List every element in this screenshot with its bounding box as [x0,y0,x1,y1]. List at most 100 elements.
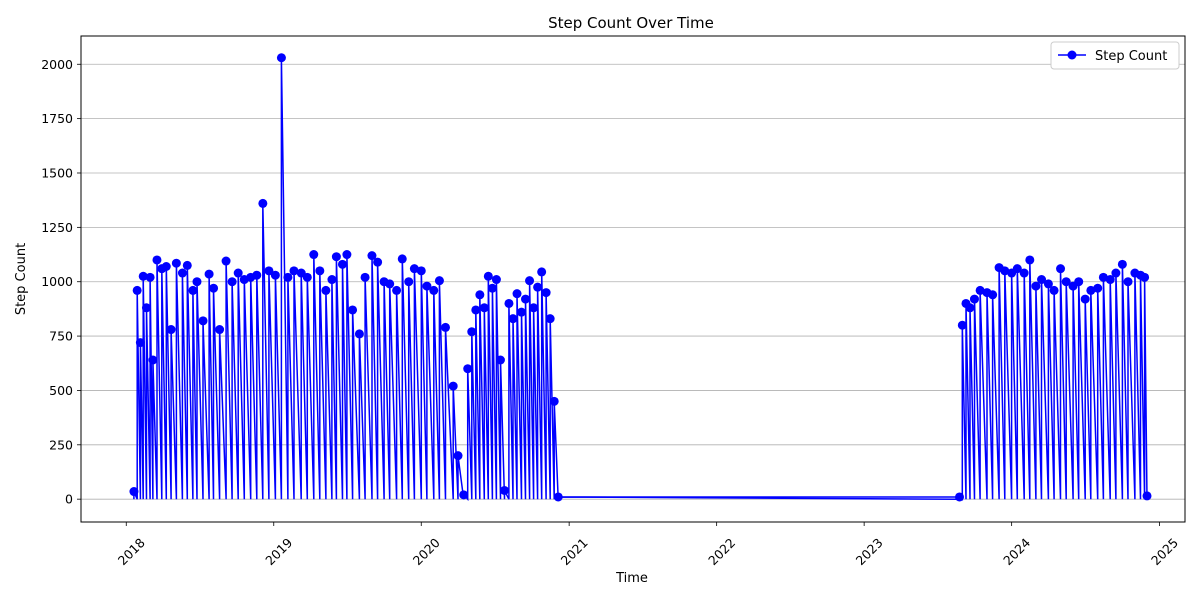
data-point [354,329,364,339]
data-point [348,305,358,315]
data-point [321,285,331,295]
data-point [138,271,148,281]
data-point [471,305,481,315]
data-point [440,322,450,332]
data-point [276,53,286,63]
data-point [1049,285,1059,295]
data-point [495,355,505,365]
data-point [1105,275,1115,285]
data-point [315,266,325,276]
data-point [1012,264,1022,274]
data-point [1098,272,1108,282]
data-point [309,250,319,260]
data-point [177,268,187,278]
x-axis-label: Time [615,571,648,586]
data-series [129,53,1152,502]
data-point [422,281,432,291]
data-point [209,283,219,293]
y-tick-label: 1000 [41,274,73,289]
y-tick-label: 750 [49,329,73,344]
y-tick-label: 1250 [41,220,73,235]
data-point [467,327,477,337]
data-point [198,316,208,326]
data-point [270,270,280,280]
data-point [1037,275,1047,285]
data-point [1000,266,1010,276]
data-point [327,275,337,285]
data-point [258,198,268,208]
data-point [161,261,171,271]
data-point [385,279,395,289]
data-point [541,288,551,298]
data-point [132,285,142,295]
y-tick-label: 500 [49,383,73,398]
y-tick-label: 2000 [41,57,73,72]
data-point [416,266,426,276]
legend: Step Count [1050,41,1180,70]
data-point [188,285,198,295]
data-point [409,264,419,274]
data-point [1031,281,1041,291]
data-point [1117,259,1127,269]
data-point [512,289,522,299]
data-point [1086,285,1096,295]
data-point [479,303,489,313]
data-point [545,314,555,324]
y-tick-label: 1750 [41,111,73,126]
y-axis-ticks: 0 250 500 750 1000 1250 1500 1750 2000 [41,57,81,507]
data-point [525,276,535,286]
data-point [429,285,439,295]
data-point [1019,268,1029,278]
data-point [434,276,444,286]
data-point [537,267,547,277]
data-point [367,251,377,261]
data-point [145,272,155,282]
data-point [1093,283,1103,293]
data-point [533,282,543,292]
legend-frame [1050,41,1180,70]
data-point [215,325,225,335]
data-point [448,381,458,391]
plot-area-frame [80,35,1186,523]
y-tick-label: 250 [49,437,73,452]
series-line [133,57,1148,502]
legend-label: Step Count [1095,49,1167,64]
data-point [404,277,414,287]
data-point [204,269,214,279]
y-tick-label: 1500 [41,165,73,180]
data-point [252,270,262,280]
data-point [975,285,985,295]
data-point [135,338,145,348]
data-point [487,283,497,293]
data-point [1123,277,1133,287]
data-point [221,256,231,266]
data-point [283,272,293,282]
data-point [392,285,402,295]
data-point [1025,255,1035,265]
data-point [233,268,243,278]
chart-title: Step Count Over Time [548,14,714,32]
data-point [529,303,539,313]
data-point [499,485,509,495]
data-point [129,487,139,497]
data-point [969,294,979,304]
data-point [1056,264,1066,274]
data-point [965,303,975,313]
data-point [289,266,299,276]
data-point [331,252,341,262]
data-point [453,451,463,461]
data-point [141,303,151,313]
data-point [1080,294,1090,304]
data-point [463,364,473,374]
data-point [459,490,469,500]
data-point [957,320,967,330]
data-point [1061,277,1071,287]
data-point [302,272,312,282]
data-point [483,271,493,281]
y-tick-label: 0 [65,492,73,507]
data-point [504,298,514,308]
data-point [988,290,998,300]
data-point [192,277,202,287]
